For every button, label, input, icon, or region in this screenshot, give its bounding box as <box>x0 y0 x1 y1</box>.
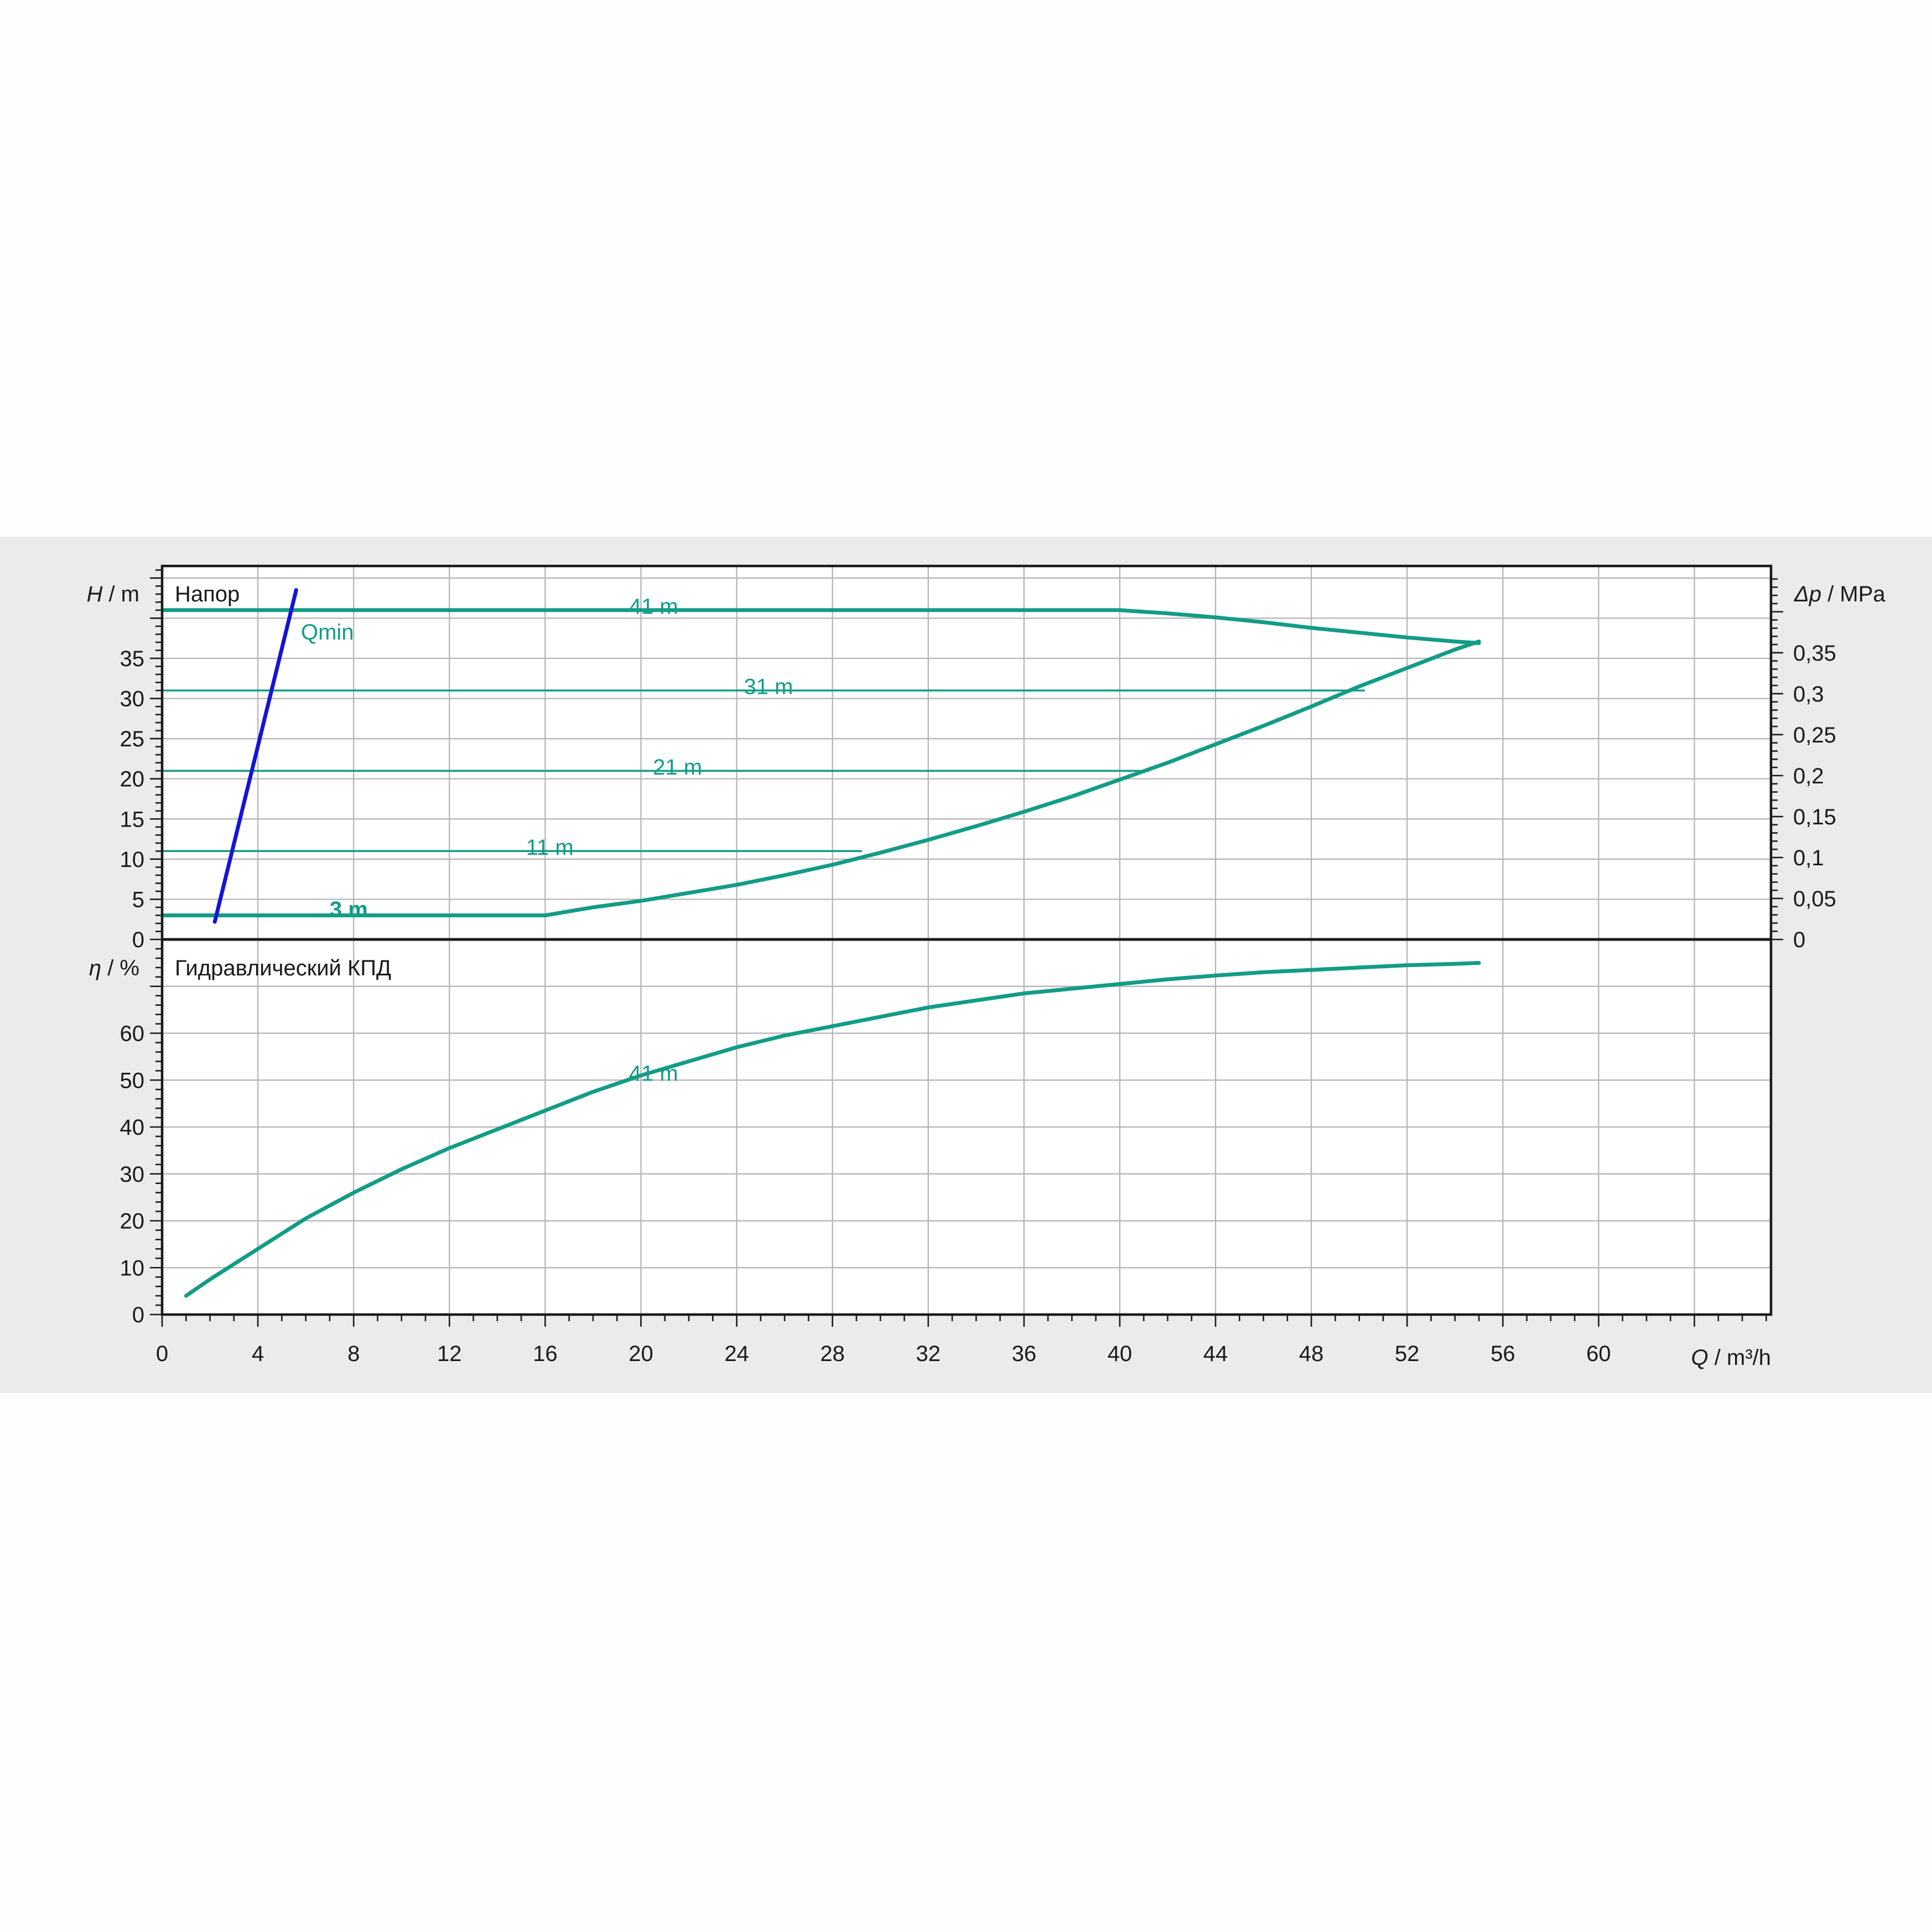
x-tick-label: 60 <box>1586 1342 1611 1366</box>
x-tick-label: 8 <box>347 1342 360 1366</box>
y2-axis-symbol: Δp <box>1794 582 1821 606</box>
head-3-m-label: 3 m <box>330 897 368 922</box>
head-21-m-label: 21 m <box>653 755 702 780</box>
y2-tick-label: 0,25 <box>1793 723 1836 747</box>
y-tick-label-efficiency: 40 <box>120 1115 145 1140</box>
y-axis-title-head: H / m <box>86 582 139 606</box>
x-axis-unit: / m³/h <box>1708 1346 1771 1370</box>
y-tick-label-head: 5 <box>132 887 144 912</box>
y-tick-label-efficiency: 60 <box>120 1022 145 1046</box>
y-axis-symbol-efficiency: η <box>89 956 101 980</box>
head-41-m-label: 41 m <box>629 595 678 619</box>
x-tick-label: 56 <box>1490 1342 1515 1366</box>
efficiency-panel-title: Гидравлический КПД <box>175 956 391 980</box>
y-tick-label-head: 20 <box>120 767 145 792</box>
x-tick-label: 24 <box>724 1342 749 1366</box>
y2-axis-unit: / MPa <box>1821 582 1886 606</box>
y-tick-label-efficiency: 50 <box>120 1068 145 1093</box>
y-axis-unit-efficiency: / % <box>101 956 139 980</box>
y2-axis-title: Δp / MPa <box>1794 582 1886 606</box>
y2-tick-label: 0,05 <box>1793 887 1836 911</box>
y2-tick-label: 0,2 <box>1793 764 1824 788</box>
x-tick-label: 20 <box>629 1342 653 1366</box>
y2-tick-label: 0,3 <box>1793 682 1824 707</box>
qmin-label: Qmin <box>301 620 354 645</box>
head-11-m-label: 11 m <box>526 835 574 860</box>
y-tick-label-efficiency: 30 <box>120 1162 145 1187</box>
x-tick-label: 16 <box>533 1342 558 1366</box>
tick-labels: 0 4 8 12 16 20 24 28 32 36 40 44 48 52 56 6005101520253… <box>120 595 1836 1366</box>
head-3-m-curve <box>160 640 1481 917</box>
y2-tick-label: 0,35 <box>1793 641 1836 666</box>
y-tick-label-head: 30 <box>120 687 145 711</box>
y-tick-label-efficiency: 20 <box>120 1209 145 1234</box>
x-tick-label: 4 <box>252 1342 264 1366</box>
x-tick-label: 32 <box>916 1342 941 1366</box>
plot-frame <box>160 564 1773 1316</box>
x-tick-label: 12 <box>437 1342 462 1366</box>
y-tick-label-head: 10 <box>120 848 145 872</box>
y-tick-label-head: 25 <box>120 727 145 751</box>
y-tick-label-head: 0 <box>132 928 144 952</box>
x-tick-label: 36 <box>1012 1342 1037 1366</box>
qmin-line <box>212 588 298 924</box>
x-tick-label: 0 <box>156 1342 168 1366</box>
head-31-m-label: 31 m <box>744 675 793 699</box>
y-axis-unit-head: / m <box>102 582 139 606</box>
x-axis-symbol: Q <box>1691 1346 1708 1370</box>
head-41-m-curve <box>160 608 1481 645</box>
y-axis-title-efficiency: η / % <box>89 956 139 980</box>
efficiency-41-m-curve <box>184 960 1481 1298</box>
y2-tick-label: 0,15 <box>1793 805 1836 829</box>
y-tick-label-head: 15 <box>120 807 145 832</box>
y-tick-label-head: 35 <box>120 647 145 671</box>
efficiency-41-m-label: 41 m <box>629 1062 678 1086</box>
y-tick-label-efficiency: 0 <box>132 1303 144 1327</box>
x-tick-label: 44 <box>1203 1342 1228 1366</box>
x-tick-label: 40 <box>1108 1342 1133 1366</box>
y2-tick-label: 0 <box>1793 928 1805 952</box>
x-tick-label: 48 <box>1299 1342 1324 1366</box>
data-series <box>160 588 1481 1298</box>
x-tick-label: 52 <box>1395 1342 1420 1366</box>
x-axis-title: Q / m³/h <box>1691 1346 1771 1370</box>
head-panel-title: Напор <box>175 582 240 606</box>
y-tick-label-efficiency: 10 <box>120 1256 145 1280</box>
y2-tick-label: 0,1 <box>1793 846 1824 870</box>
y-axis-symbol-head: H <box>86 582 102 606</box>
x-tick-label: 28 <box>820 1342 845 1366</box>
